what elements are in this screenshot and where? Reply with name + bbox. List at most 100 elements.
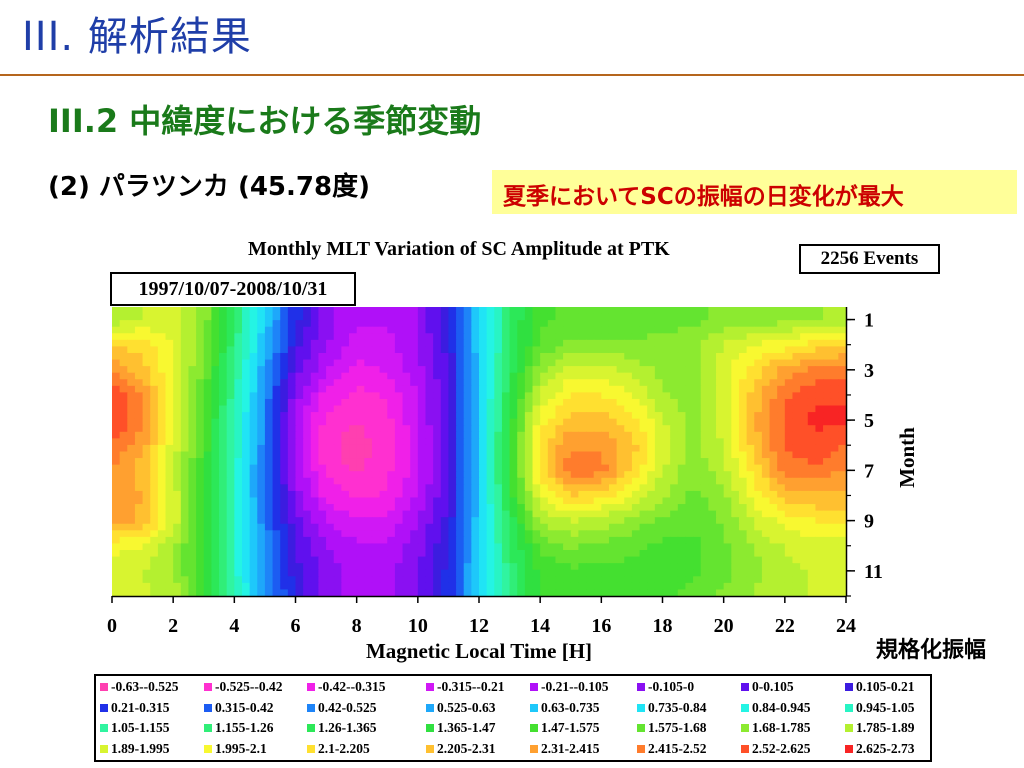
heatmap-cell bbox=[693, 438, 702, 446]
heatmap-cell bbox=[654, 346, 664, 354]
heatmap-cell bbox=[394, 464, 404, 472]
heatmap-cell bbox=[532, 326, 541, 334]
heatmap-cell bbox=[371, 530, 381, 538]
heatmap-cell bbox=[264, 366, 274, 374]
heatmap-cell bbox=[731, 530, 740, 538]
heatmap-cell bbox=[241, 320, 251, 328]
heatmap-cell bbox=[731, 366, 740, 374]
heatmap-cell bbox=[501, 339, 511, 348]
heatmap-cell bbox=[754, 477, 763, 485]
heatmap-cell bbox=[479, 392, 488, 400]
heatmap-cell bbox=[379, 385, 388, 393]
heatmap-cell bbox=[257, 359, 266, 367]
heatmap-cell bbox=[807, 477, 817, 485]
heatmap-cell bbox=[685, 444, 694, 453]
heatmap-cell bbox=[425, 307, 434, 315]
heatmap-cell bbox=[670, 372, 679, 380]
heatmap-cell bbox=[509, 458, 518, 466]
heatmap-cell bbox=[563, 418, 572, 426]
heatmap-cell bbox=[815, 582, 824, 591]
heatmap-cell bbox=[532, 530, 541, 538]
heatmap-cell bbox=[387, 477, 396, 485]
heatmap-cell bbox=[555, 326, 564, 334]
heatmap-cell bbox=[731, 398, 740, 407]
heatmap-cell bbox=[456, 405, 465, 413]
heatmap-cell bbox=[838, 556, 847, 564]
heatmap-cell bbox=[670, 536, 679, 545]
heatmap-cell bbox=[532, 352, 541, 361]
heatmap-cell bbox=[830, 490, 839, 499]
heatmap-cell bbox=[517, 438, 526, 446]
heatmap-cell bbox=[425, 352, 434, 361]
heatmap-cell bbox=[639, 392, 648, 400]
heatmap-cell bbox=[341, 589, 350, 597]
heatmap-cell bbox=[234, 405, 243, 413]
heatmap-cell bbox=[471, 451, 480, 459]
heatmap-cell bbox=[723, 563, 732, 571]
heatmap-cell bbox=[310, 530, 320, 538]
heatmap-cell bbox=[150, 569, 159, 577]
heatmap-cell bbox=[433, 504, 442, 512]
heatmap-cell bbox=[479, 313, 488, 321]
heatmap-cell bbox=[494, 366, 503, 374]
heatmap-cell bbox=[654, 484, 664, 492]
heatmap-cell bbox=[203, 464, 212, 472]
heatmap-cell bbox=[616, 556, 625, 564]
heatmap-cell bbox=[570, 451, 579, 459]
heatmap-cell bbox=[501, 543, 511, 551]
heatmap-cell bbox=[708, 379, 717, 387]
heatmap-cell bbox=[318, 484, 327, 492]
heatmap-cell bbox=[303, 412, 312, 420]
heatmap-cell bbox=[693, 569, 702, 577]
heatmap-cell bbox=[624, 359, 633, 367]
heatmap-cell bbox=[425, 582, 434, 591]
heatmap-cell bbox=[150, 405, 159, 413]
heatmap-cell bbox=[157, 320, 167, 328]
heatmap-cell bbox=[157, 392, 167, 400]
heatmap-cell bbox=[547, 372, 557, 380]
heatmap-cell bbox=[792, 497, 801, 505]
heatmap-cell bbox=[303, 530, 312, 538]
heatmap-cell bbox=[479, 477, 488, 485]
heatmap-cell bbox=[264, 576, 274, 584]
heatmap-cell bbox=[494, 497, 503, 505]
legend-swatch bbox=[741, 683, 749, 691]
heatmap-cell bbox=[173, 444, 182, 453]
heatmap-cell bbox=[723, 392, 732, 400]
heatmap-cell bbox=[219, 589, 228, 597]
heatmap-cell bbox=[769, 451, 778, 459]
heatmap-cell bbox=[494, 398, 503, 407]
heatmap-cell bbox=[318, 477, 327, 485]
heatmap-cell bbox=[249, 313, 258, 321]
heatmap-cell bbox=[356, 326, 365, 334]
heatmap-cell bbox=[563, 464, 572, 472]
heatmap-cell bbox=[394, 339, 404, 348]
heatmap-cell bbox=[234, 458, 243, 466]
heatmap-cell bbox=[356, 523, 365, 531]
heatmap-cell bbox=[578, 431, 587, 439]
legend-item: -0.21--0.105 bbox=[530, 677, 609, 697]
heatmap-cell bbox=[547, 589, 557, 597]
heatmap-cell bbox=[662, 543, 671, 551]
heatmap-cell bbox=[524, 471, 534, 479]
heatmap-cell bbox=[486, 523, 495, 531]
heatmap-cell bbox=[119, 418, 128, 426]
heatmap-cell bbox=[563, 346, 572, 354]
heatmap-cell bbox=[219, 523, 228, 531]
heatmap-cell bbox=[823, 569, 832, 577]
heatmap-cell bbox=[341, 346, 350, 354]
heatmap-cell bbox=[555, 464, 564, 472]
heatmap-cell bbox=[448, 372, 457, 380]
heatmap-cell bbox=[188, 333, 197, 341]
heatmap-cell bbox=[356, 490, 365, 499]
heatmap-cell bbox=[578, 536, 587, 545]
heatmap-cell bbox=[570, 504, 579, 512]
heatmap-cell bbox=[716, 352, 725, 361]
heatmap-cell bbox=[127, 438, 136, 446]
heatmap-cell bbox=[349, 550, 358, 558]
heatmap-cell bbox=[662, 464, 671, 472]
heatmap-cell bbox=[754, 333, 763, 341]
heatmap-cell bbox=[823, 589, 832, 597]
heatmap-cell bbox=[333, 412, 342, 420]
heatmap-cell bbox=[830, 517, 839, 525]
